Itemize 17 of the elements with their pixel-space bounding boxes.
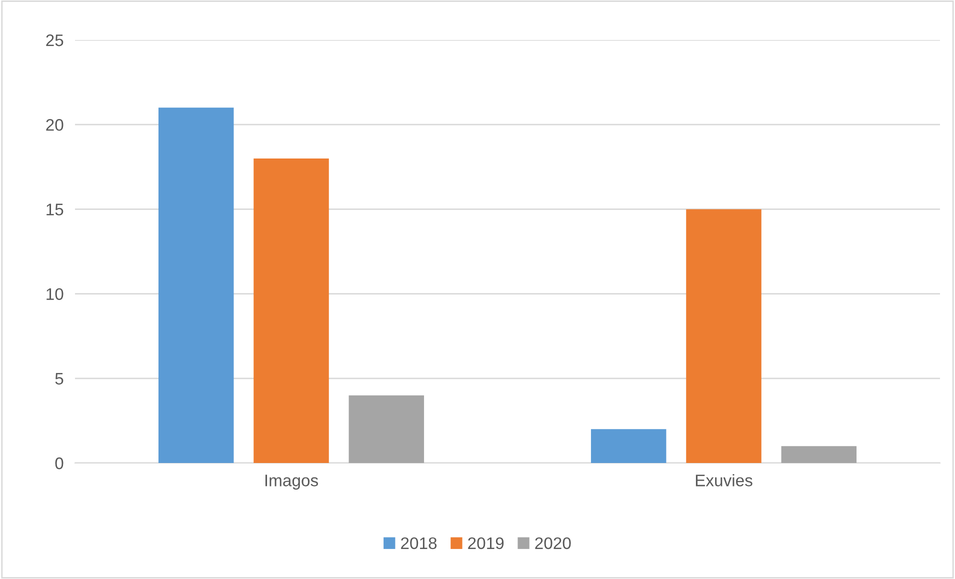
bar bbox=[781, 446, 857, 463]
legend-label: 2020 bbox=[535, 537, 571, 550]
legend-label: 2018 bbox=[401, 537, 437, 550]
bar bbox=[686, 209, 762, 463]
bar bbox=[158, 108, 234, 463]
y-tick-label: 5 bbox=[55, 372, 64, 385]
y-tick-label: 10 bbox=[46, 288, 64, 300]
y-tick-label: 15 bbox=[46, 204, 64, 216]
y-tick-label: 25 bbox=[46, 34, 64, 46]
bar bbox=[348, 395, 424, 463]
bar bbox=[254, 158, 329, 463]
legend-label: 2019 bbox=[468, 537, 504, 550]
y-tick-label: 20 bbox=[46, 119, 64, 131]
x-tick-label: Exuvies bbox=[696, 474, 752, 486]
x-tick-label: Imagos bbox=[265, 474, 318, 490]
bar bbox=[590, 429, 666, 463]
y-tick-label: 0 bbox=[55, 457, 64, 470]
